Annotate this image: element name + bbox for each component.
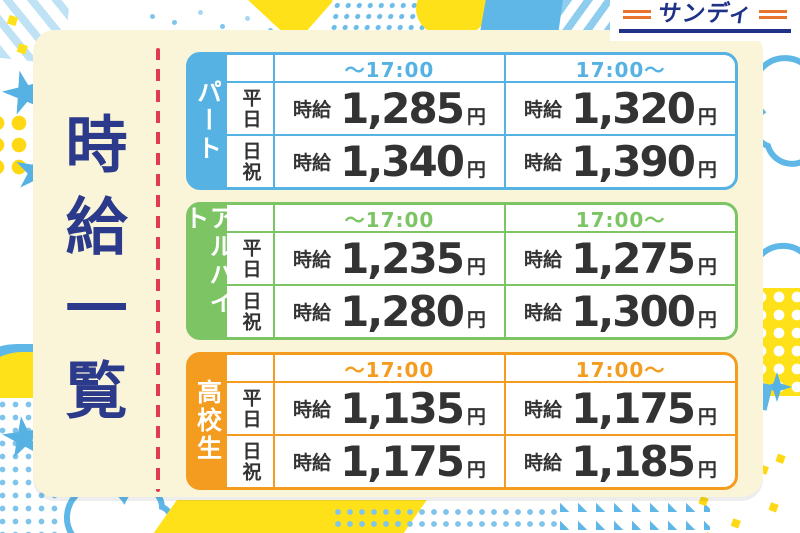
- wage-unit: 円: [466, 309, 486, 331]
- column-header-before17: ～17:00: [275, 55, 504, 82]
- column-header-after17: 17:00～: [506, 355, 735, 382]
- wage-cell: 時給 1,390 円: [506, 136, 735, 187]
- corner-cell: [227, 55, 273, 81]
- page-title: 時給一覧: [54, 112, 128, 440]
- wage-table-arbeit: アルバイト ～17:00 17:00～ 平日 時給 1,235 円 時給 1,2…: [186, 202, 738, 340]
- column-header-before17: ～17:00: [275, 355, 504, 382]
- wage-amount: 1,320: [571, 83, 696, 133]
- wage-cell: 時給 1,320 円: [506, 83, 735, 134]
- wage-unit: 円: [697, 309, 717, 331]
- wage-prefix: 時給: [524, 249, 563, 271]
- wage-table-highschool: 高校生 ～17:00 17:00～ 平日 時給 1,135 円 時給 1,175…: [186, 352, 738, 490]
- day-label-holiday: 日祝: [227, 436, 273, 487]
- wage-grid: ～17:00 17:00～ 平日 時給 1,135 円 時給 1,175 円 日…: [227, 355, 735, 487]
- dashed-divider: [156, 48, 160, 492]
- wage-amount: 1,275: [571, 233, 696, 283]
- decor-dots-icon: [150, 14, 155, 19]
- wage-amount: 1,390: [571, 136, 696, 186]
- category-label: パート: [193, 79, 223, 163]
- wage-prefix: 時給: [524, 302, 563, 324]
- wage-grid: ～17:00 17:00～ 平日 時給 1,285 円 時給 1,320 円 日…: [227, 55, 735, 187]
- wage-unit: 円: [466, 459, 486, 481]
- day-label-weekday: 平日: [227, 383, 273, 434]
- day-label-holiday: 日祝: [227, 136, 273, 187]
- wage-cell: 時給 1,235 円: [275, 233, 504, 284]
- wage-prefix: 時給: [293, 249, 332, 271]
- wage-cell: 時給 1,185 円: [506, 436, 735, 487]
- wage-cell: 時給 1,300 円: [506, 286, 735, 337]
- wage-amount: 1,175: [340, 436, 465, 486]
- wage-cell: 時給 1,175 円: [506, 383, 735, 434]
- wage-prefix: 時給: [293, 399, 332, 421]
- wage-amount: 1,280: [340, 286, 465, 336]
- wage-amount: 1,185: [571, 436, 696, 486]
- wage-unit: 円: [697, 406, 717, 428]
- corner-cell: [227, 205, 273, 231]
- column-header-before17: ～17:00: [275, 205, 504, 232]
- wage-prefix: 時給: [524, 152, 563, 174]
- wage-grid: ～17:00 17:00～ 平日 時給 1,235 円 時給 1,275 円 日…: [227, 205, 735, 337]
- wage-unit: 円: [697, 106, 717, 128]
- brand-logo: サンディ: [610, 0, 800, 41]
- wage-table-part: パート ～17:00 17:00～ 平日 時給 1,285 円 時給 1,320…: [186, 52, 738, 190]
- day-label-holiday: 日祝: [227, 286, 273, 337]
- logo-underline: [619, 29, 791, 33]
- wage-amount: 1,300: [571, 286, 696, 336]
- category-label: 高校生: [193, 379, 223, 463]
- wage-prefix: 時給: [293, 302, 332, 324]
- wage-unit: 円: [697, 159, 717, 181]
- logo-accent-lines-icon: [759, 10, 788, 19]
- wage-unit: 円: [466, 256, 486, 278]
- wage-prefix: 時給: [293, 452, 332, 474]
- wage-amount: 1,285: [340, 83, 465, 133]
- decor-triangles-icon: [560, 494, 710, 533]
- wage-amount: 1,340: [340, 136, 465, 186]
- wage-amount: 1,235: [340, 233, 465, 283]
- wage-amount: 1,175: [571, 383, 696, 433]
- day-label-weekday: 平日: [227, 83, 273, 134]
- wage-cell: 時給 1,340 円: [275, 136, 504, 187]
- wage-unit: 円: [466, 106, 486, 128]
- wage-prefix: 時給: [524, 99, 563, 121]
- wage-prefix: 時給: [524, 452, 563, 474]
- wage-cell: 時給 1,275 円: [506, 233, 735, 284]
- logo-accent-lines-icon: [622, 10, 651, 19]
- wage-unit: 円: [697, 459, 717, 481]
- wage-cell: 時給 1,280 円: [275, 286, 504, 337]
- wage-unit: 円: [466, 406, 486, 428]
- column-header-after17: 17:00～: [506, 55, 735, 82]
- wage-prefix: 時給: [293, 99, 332, 121]
- category-label: アルバイト: [186, 205, 235, 317]
- logo-text: サンディ: [656, 1, 755, 27]
- decor-polkadot-icon: [332, 506, 562, 533]
- corner-cell: [227, 355, 273, 381]
- wage-tables: パート ～17:00 17:00～ 平日 時給 1,285 円 時給 1,320…: [186, 52, 738, 490]
- wage-prefix: 時給: [524, 399, 563, 421]
- day-label-weekday: 平日: [227, 233, 273, 284]
- wage-unit: 円: [697, 256, 717, 278]
- wage-cell: 時給 1,285 円: [275, 83, 504, 134]
- column-header-after17: 17:00～: [506, 205, 735, 232]
- logo-row: サンディ: [622, 1, 788, 27]
- wage-prefix: 時給: [293, 152, 332, 174]
- wage-cell: 時給 1,175 円: [275, 436, 504, 487]
- wage-unit: 円: [466, 159, 486, 181]
- wage-amount: 1,135: [340, 383, 465, 433]
- wage-cell: 時給 1,135 円: [275, 383, 504, 434]
